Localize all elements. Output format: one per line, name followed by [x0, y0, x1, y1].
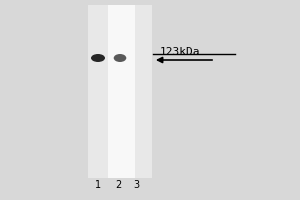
Bar	[108, 5, 135, 178]
Text: 1: 1	[95, 180, 101, 190]
Text: 123kDa: 123kDa	[160, 47, 200, 57]
Text: 3: 3	[133, 180, 139, 190]
Ellipse shape	[114, 54, 126, 62]
Ellipse shape	[91, 54, 105, 62]
Text: 2: 2	[115, 180, 121, 190]
Bar	[88, 5, 152, 178]
